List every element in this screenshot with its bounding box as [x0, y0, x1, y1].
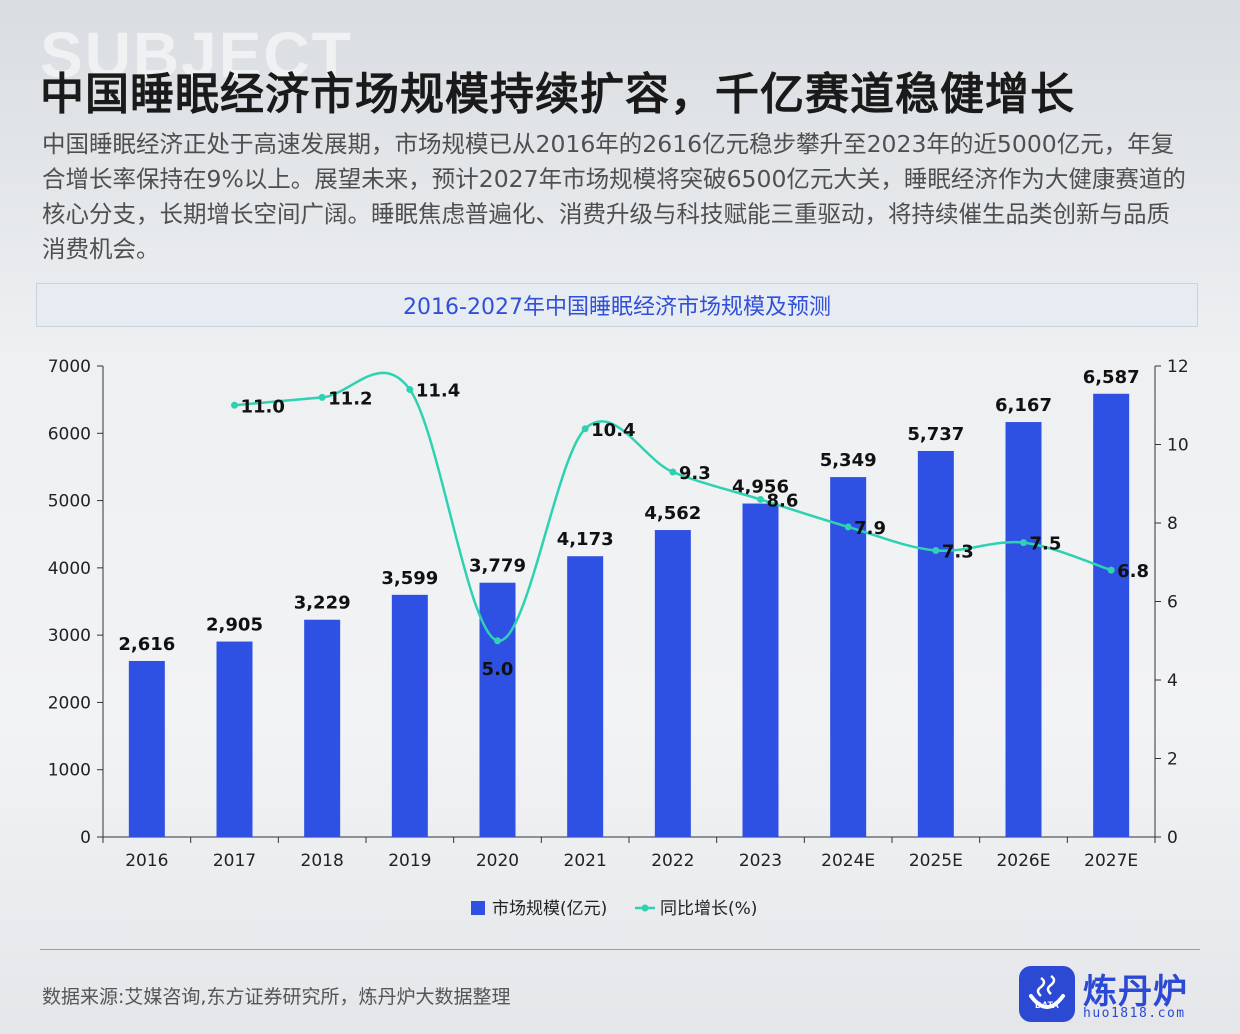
growth-rate-label: 8.6 [767, 490, 799, 511]
left-axis-tick-label: 3000 [48, 626, 91, 646]
x-axis-tick-label: 2024E [821, 851, 875, 871]
bar-market-size [304, 619, 341, 837]
bar-data-label: 3,229 [294, 593, 351, 614]
bar-data-label: 4,956 [732, 477, 789, 498]
legend-label-market-size: 市场规模(亿元) [492, 899, 607, 919]
left-axis-tick-label: 6000 [48, 424, 91, 444]
growth-rate-label: 7.5 [1030, 534, 1062, 555]
growth-rate-point [932, 546, 940, 554]
growth-rate-label: 11.4 [416, 381, 460, 402]
growth-rate-label: 5.0 [482, 659, 514, 680]
right-axis-tick-label: 12 [1167, 357, 1189, 377]
right-axis-tick-label: 10 [1167, 436, 1189, 456]
x-axis-tick-label: 2021 [564, 851, 607, 871]
bar-market-size [479, 582, 516, 837]
growth-rate-point [406, 386, 414, 394]
bar-market-size [1005, 422, 1042, 837]
x-axis-tick-label: 2016 [125, 851, 168, 871]
growth-rate-point [757, 495, 764, 503]
right-axis-tick-label: 4 [1167, 671, 1178, 691]
brand-name: 炼丹炉 [1083, 972, 1188, 1012]
left-axis-tick-label: 2000 [48, 693, 91, 713]
page-description: 中国睡眠经济正处于高速发展期，市场规模已从2016年的2616亿元稳步攀升至20… [42, 130, 1186, 263]
bar-data-label: 4,173 [557, 529, 614, 550]
bar-market-size [830, 477, 867, 837]
growth-rate-point [231, 401, 238, 409]
right-axis-tick-label: 6 [1167, 593, 1178, 613]
chart-title: 2016-2027年中国睡眠经济市场规模及预测 [403, 295, 831, 320]
legend-marker-growth-rate [641, 904, 649, 912]
x-axis-tick-label: 2019 [388, 851, 431, 871]
growth-rate-label: 6.8 [1117, 561, 1149, 582]
bar-data-label: 2,905 [206, 615, 263, 636]
x-axis-tick-label: 2023 [739, 851, 782, 871]
bar-market-size [917, 450, 954, 837]
footer-divider [40, 949, 1200, 950]
right-axis-tick-label: 2 [1167, 750, 1178, 770]
growth-rate-label: 10.4 [591, 420, 635, 441]
growth-rate-point [1107, 566, 1115, 574]
left-axis-tick-label: 0 [80, 828, 91, 848]
left-axis-tick-label: 4000 [48, 559, 91, 579]
bar-market-size [1093, 393, 1130, 837]
bar-market-size [391, 594, 428, 837]
right-axis-tick-label: 0 [1167, 828, 1178, 848]
legend-label-growth-rate: 同比增长(%) [660, 899, 757, 919]
bar-data-label: 5,349 [820, 450, 877, 471]
growth-rate-point [669, 468, 677, 476]
growth-rate-label: 11.0 [241, 396, 285, 417]
brand-logo-icon: DATA [1019, 966, 1075, 1022]
bar-market-size [567, 556, 604, 837]
x-axis-tick-label: 2025E [909, 851, 963, 871]
background-watermark-word: SUBJECT [40, 19, 353, 91]
left-axis-tick-label: 5000 [48, 492, 91, 512]
growth-rate-label: 7.3 [942, 541, 974, 562]
x-axis-tick-label: 2022 [651, 851, 694, 871]
brand-logo: DATA 炼丹炉 huo1818.com [1017, 964, 1207, 1024]
growth-rate-label: 11.2 [328, 388, 372, 409]
legend-swatch-market-size [471, 901, 485, 915]
growth-rate-label: 7.9 [854, 518, 886, 539]
bar-data-label: 2,616 [118, 634, 175, 655]
bar-market-size [128, 660, 165, 837]
x-axis-tick-label: 2018 [301, 851, 344, 871]
bar-market-size [742, 503, 779, 837]
growth-rate-point [581, 425, 589, 433]
bar-data-label: 5,737 [907, 424, 964, 445]
growth-rate-label: 9.3 [679, 463, 711, 484]
chart-title-banner: 2016-2027年中国睡眠经济市场规模及预测 [36, 283, 1198, 327]
bar-market-size [216, 641, 253, 837]
bar-data-label: 6,167 [995, 395, 1052, 416]
bar-data-label: 6,587 [1083, 367, 1140, 388]
growth-rate-point [844, 523, 852, 531]
x-axis-tick-label: 2026E [996, 851, 1050, 871]
bar-data-label: 4,562 [644, 503, 701, 524]
growth-rate-point [1020, 539, 1027, 547]
x-axis-tick-label: 2020 [476, 851, 519, 871]
growth-rate-point [494, 637, 501, 645]
x-axis-tick-label: 2027E [1084, 851, 1138, 871]
brand-logo-badge: DATA [1035, 1000, 1059, 1010]
market-size-chart: 0 1000 2000 3000 4000 5000 6000 7000 0 2 4 6 8 10 12 20… [48, 357, 1189, 919]
left-axis-tick-label: 1000 [48, 761, 91, 781]
x-axis-tick-label: 2017 [213, 851, 256, 871]
bar-market-size [654, 530, 691, 837]
left-axis-tick-label: 7000 [48, 357, 91, 377]
data-source-note: 数据来源:艾媒咨询,东方证券研究所，炼丹炉大数据整理 [42, 986, 511, 1008]
brand-url: huo1818.com [1083, 1006, 1186, 1021]
bar-data-label: 3,779 [469, 556, 526, 577]
bar-data-label: 3,599 [381, 568, 438, 589]
right-axis-tick-label: 8 [1167, 514, 1178, 534]
growth-rate-point [318, 393, 326, 401]
page-title: 中国睡眠经济市场规模持续扩容，千亿赛道稳健增长 [40, 69, 1075, 120]
